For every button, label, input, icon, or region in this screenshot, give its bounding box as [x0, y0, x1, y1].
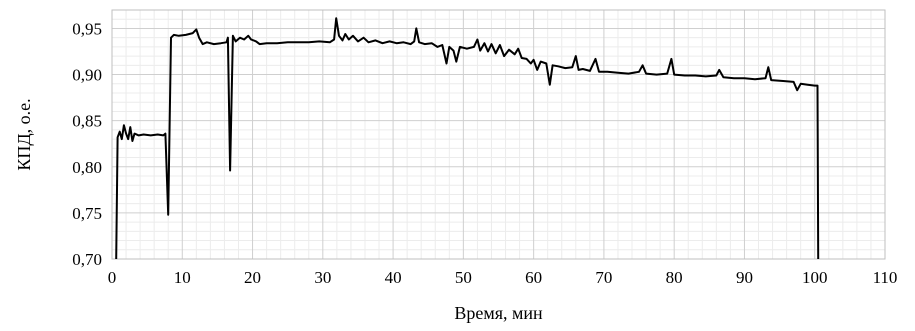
major-grid [111, 10, 886, 260]
x-tick-label: 80 [666, 268, 683, 287]
x-tick-label: 40 [385, 268, 402, 287]
plot-border [111, 9, 886, 260]
x-tick-label: 100 [802, 268, 828, 287]
x-tick-label: 110 [873, 268, 898, 287]
x-tick-label: 0 [108, 268, 117, 287]
y-tick-labels: 0,70 0,75 0,80 0,85 0,90 0,95 [72, 19, 102, 269]
x-tick-label: 50 [455, 268, 472, 287]
x-tick-label: 90 [736, 268, 753, 287]
y-tick-label: 0,85 [72, 112, 102, 131]
y-tick-label: 0,70 [72, 250, 102, 269]
y-tick-label: 0,75 [72, 204, 102, 223]
minor-grid [112, 9, 885, 259]
x-tick-labels: 0 10 20 30 40 50 60 70 80 90 100 110 [108, 268, 898, 287]
x-axis-title: Время, мин [454, 303, 543, 323]
y-tick-label: 0,95 [72, 19, 102, 38]
y-axis-title: КПД, о.е. [14, 98, 34, 170]
series-line [115, 17, 820, 260]
x-tick-label: 70 [595, 268, 612, 287]
y-tick-label: 0,80 [72, 158, 102, 177]
x-tick-label: 60 [525, 268, 542, 287]
x-tick-label: 30 [314, 268, 331, 287]
x-tick-label: 10 [174, 268, 191, 287]
y-tick-label: 0,90 [72, 66, 102, 85]
series-group [115, 17, 820, 260]
x-tick-label: 20 [244, 268, 261, 287]
